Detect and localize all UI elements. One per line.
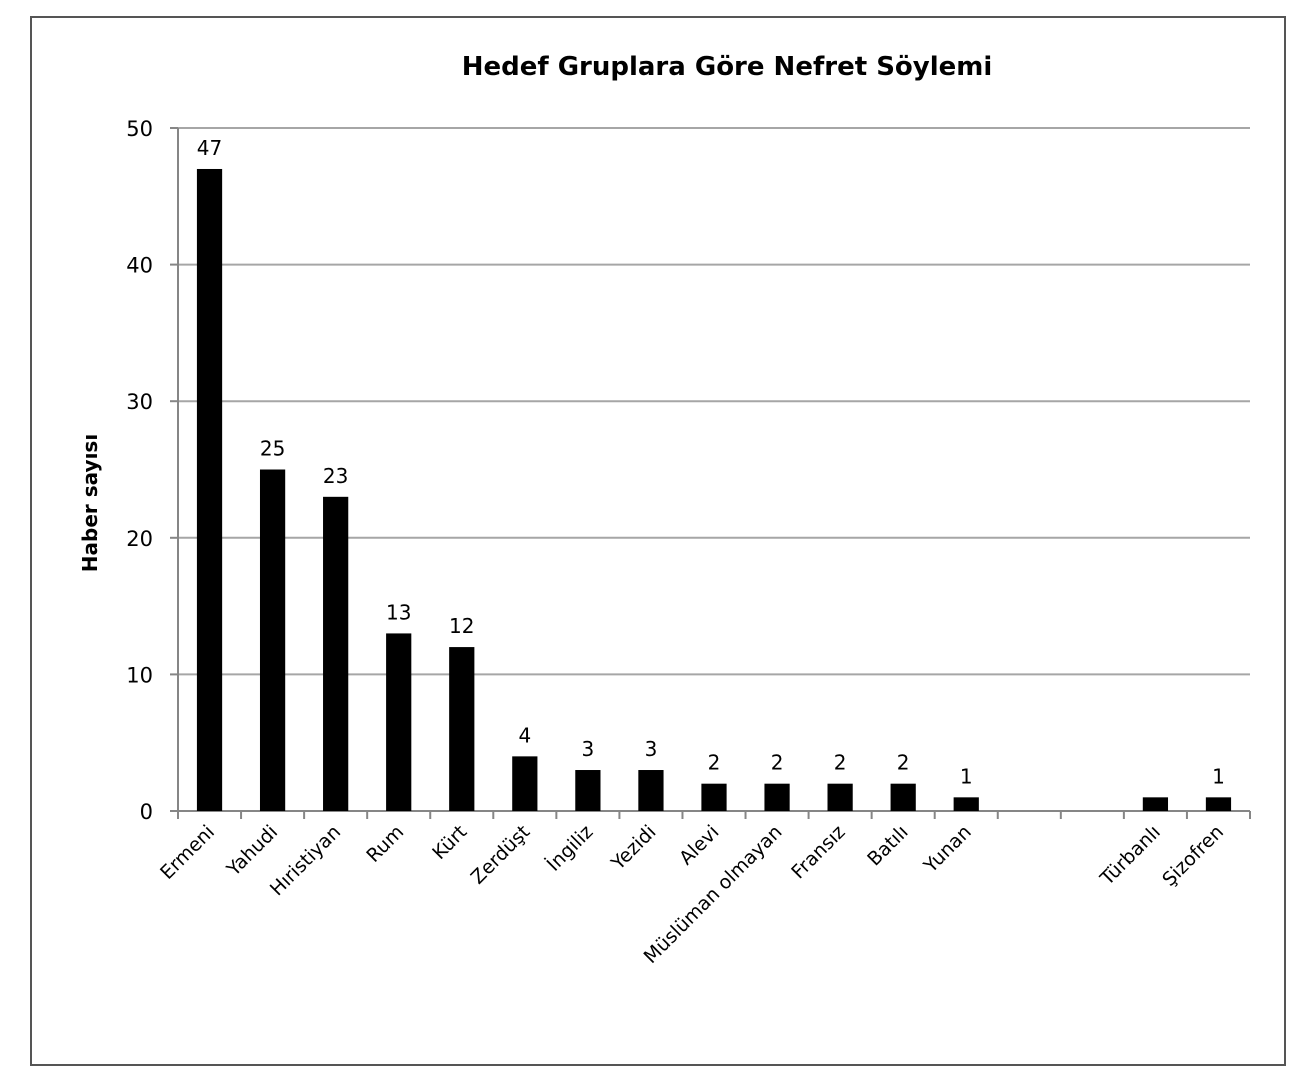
data-label: 2 xyxy=(708,751,721,775)
bar xyxy=(512,756,538,811)
bar xyxy=(259,469,286,811)
x-category-label: Zerdüşt xyxy=(467,821,535,889)
bar xyxy=(1142,797,1169,811)
y-tick-label: 40 xyxy=(126,254,153,278)
bar xyxy=(323,496,349,811)
bars xyxy=(196,168,1232,812)
x-category-label: İngiliz xyxy=(542,820,598,876)
data-label: 2 xyxy=(834,751,847,775)
x-category-label: Batılı xyxy=(863,821,912,870)
bar xyxy=(890,783,916,811)
data-label: 13 xyxy=(386,600,411,624)
data-label: 2 xyxy=(771,751,784,775)
chart-title: Hedef Gruplara Göre Nefret Söylemi xyxy=(461,52,993,82)
x-category-label: Ermeni xyxy=(156,821,219,884)
bar xyxy=(701,783,727,811)
bar xyxy=(764,783,790,811)
data-label: 1 xyxy=(960,764,973,788)
x-category-label: Yezidi xyxy=(606,821,660,875)
x-category-label: Yunan xyxy=(919,821,976,878)
bar xyxy=(638,770,664,811)
data-label: 2 xyxy=(897,751,910,775)
bar xyxy=(196,168,223,812)
data-label: 23 xyxy=(323,464,348,488)
bar xyxy=(575,770,601,811)
x-category-label: Rum xyxy=(362,821,408,867)
gridlines xyxy=(178,127,1250,676)
bar xyxy=(827,783,853,811)
labels: 0102030405047Ermeni25Yahudi23Hıristiyan1… xyxy=(126,117,1228,968)
x-category-label: Kürt xyxy=(428,821,471,864)
data-label: 47 xyxy=(197,136,222,160)
y-tick-label: 30 xyxy=(126,390,153,414)
y-tick-label: 10 xyxy=(126,663,153,687)
x-category-label: Yahudi xyxy=(222,821,282,881)
x-category-label: Fransız xyxy=(787,821,849,883)
data-label: 25 xyxy=(260,437,285,461)
data-label: 3 xyxy=(582,737,595,761)
data-label: 1 xyxy=(1212,764,1225,788)
bar xyxy=(1205,797,1232,811)
data-label: 4 xyxy=(518,723,531,747)
x-category-label: Alevi xyxy=(675,821,723,869)
bar xyxy=(953,797,979,811)
y-tick-label: 0 xyxy=(140,800,153,824)
data-label: 12 xyxy=(449,614,474,638)
chart-frame xyxy=(30,16,1286,1066)
x-category-label: Şizofren xyxy=(1158,821,1228,891)
bar xyxy=(386,633,412,811)
bar xyxy=(449,647,475,811)
x-category-label: Türbanlı xyxy=(1096,821,1165,890)
y-tick-label: 50 xyxy=(126,117,153,141)
data-label: 3 xyxy=(645,737,658,761)
y-tick-label: 20 xyxy=(126,527,153,551)
